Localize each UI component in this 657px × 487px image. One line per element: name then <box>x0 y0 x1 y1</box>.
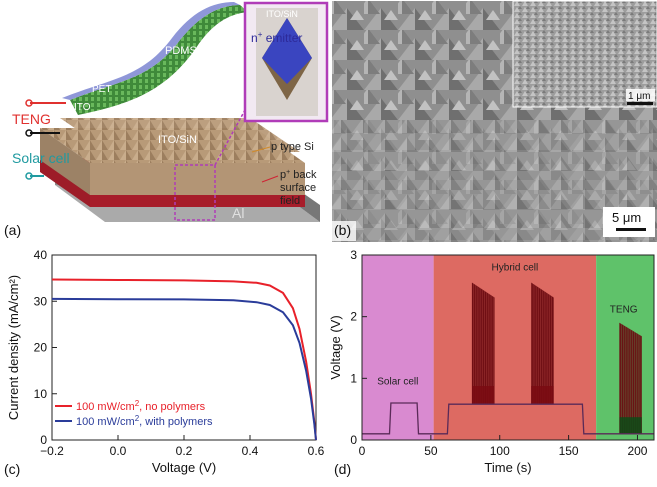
ito-sin-label: ITO/SiN <box>158 134 197 146</box>
chart-d-region-label: Solar cell <box>377 377 418 388</box>
teng-film: PDMS PET ITO <box>62 2 248 115</box>
chart-d-region-0 <box>362 255 434 440</box>
chart-d-xtick-label: 50 <box>424 444 438 458</box>
panel-d-label: (d) <box>334 461 352 477</box>
sem-micrograph: 1 μm 5 μm <box>332 0 657 242</box>
chart-c-legend-entry: 100 mW/cm2, with polymers <box>76 414 213 428</box>
chart-c-xtick-label: 0.0 <box>110 444 127 458</box>
solar-terminals: Solar cell <box>12 150 70 180</box>
chart-d-xtick-label: 200 <box>627 444 647 458</box>
chart-d-regions: Solar cell Hybrid cell TENG <box>362 255 654 440</box>
chart-c-xtick-label: 0.2 <box>176 444 193 458</box>
chart-c-xtick-label: −0.2 <box>40 444 64 458</box>
chart-d-frame <box>361 254 655 441</box>
chart-d-region-label: TENG <box>610 304 638 315</box>
pet-label: PET <box>92 84 111 95</box>
chart-c-ytick-label: 40 <box>34 248 48 262</box>
solar-cell-label: Solar cell <box>12 150 70 166</box>
main-scale-bar <box>616 228 646 231</box>
chart-d-xtick-label: 100 <box>490 444 510 458</box>
chart-d-region-1 <box>433 255 597 440</box>
chart-c-ytick-label: 10 <box>34 387 48 401</box>
chart-d-ytick-label: 2 <box>350 310 357 324</box>
chart-d-series <box>362 402 654 435</box>
panel-b-sem-image: 1 μm 5 μm (b) <box>330 0 657 243</box>
chart-c-ticks: −0.2 0.0 0.2 0.4 0.6 0 10 20 30 40 <box>34 248 325 458</box>
panel-d-voltage-chart: Solar cell Hybrid cell TENG 0 50 100 150 200 0 1… <box>328 243 657 482</box>
inset-scale-label: 1 μm <box>628 91 650 102</box>
panel-c-label: (c) <box>4 461 21 477</box>
inset-scale-bar <box>627 102 653 105</box>
chart-d-ticks: 0 50 100 150 200 0 1 2 3 <box>350 248 647 458</box>
voltage-time-chart: Solar cell Hybrid cell TENG 0 50 100 150 200 0 1… <box>328 248 655 475</box>
ito-label: ITO <box>74 102 91 113</box>
panel-b-label: (b) <box>334 222 352 238</box>
chart-c-ylabel: Current density (mA/cm²) <box>6 275 21 420</box>
chart-c-xlabel: Voltage (V) <box>152 460 216 475</box>
p-plus-back-label: p+ back <box>280 169 317 181</box>
zoom-region-marker <box>174 164 216 221</box>
field-label: field <box>280 195 300 207</box>
chart-d-region-2 <box>596 255 654 440</box>
chart-c-xtick-label: 0.6 <box>308 444 325 458</box>
iv-curve-chart: −0.2 0.0 0.2 0.4 0.6 0 10 20 30 40 100 mW/cm2, no… <box>6 248 325 475</box>
teng-label: TENG <box>12 111 51 127</box>
main-scale-label: 5 μm <box>612 210 641 225</box>
device-schematic-figure: Al ITO/SiN PDMS PET ITO <box>12 1 329 222</box>
chart-c-ytick-label: 0 <box>40 433 47 447</box>
chart-d-pulse-core <box>531 386 554 405</box>
chart-d-region-label: Hybrid cell <box>492 262 539 273</box>
chart-c-ytick-label: 20 <box>34 341 48 355</box>
chart-d-ylabel: Voltage (V) <box>330 315 343 379</box>
inset-ito-sin-label: ITO/SiN <box>266 9 298 19</box>
chart-d-bursts <box>471 282 642 434</box>
chart-c-xtick-label: 0.4 <box>242 444 259 458</box>
al-label: Al <box>232 205 244 221</box>
chart-d-pulse-core <box>619 417 642 434</box>
p-type-si-label: p type Si <box>271 141 314 153</box>
chart-c-ytick-label: 30 <box>34 294 48 308</box>
panel-c-iv-chart: −0.2 0.0 0.2 0.4 0.6 0 10 20 30 40 100 mW/cm2, no… <box>0 243 330 482</box>
chart-d-series-line-0 <box>362 402 654 435</box>
surface-label: surface <box>280 182 316 194</box>
chart-d-ytick-label: 1 <box>350 371 357 385</box>
si-wafer: ITO/SiN <box>40 118 305 195</box>
n-plus-emitter-label: n+ emitter <box>251 30 302 45</box>
chart-d-ytick-label: 0 <box>350 433 357 447</box>
panel-a-device-schematic: Al ITO/SiN PDMS PET ITO <box>0 0 330 243</box>
chart-c-series-line-1 <box>51 297 317 441</box>
chart-d-ytick-label: 3 <box>350 248 357 262</box>
chart-d-xlabel: Time (s) <box>484 460 531 475</box>
chart-c-series <box>51 278 317 441</box>
pdms-label: PDMS <box>165 45 197 57</box>
teng-terminals: TENG <box>12 99 66 137</box>
emitter-inset: ITO/SiN n+ emitter <box>243 1 329 123</box>
panel-a-label: (a) <box>4 222 22 238</box>
chart-c-legend-entry: 100 mW/cm2, no polymers <box>76 399 206 413</box>
chart-d-xtick-label: 0 <box>359 444 366 458</box>
chart-d-pulse-core <box>472 386 495 405</box>
chart-d-xtick-label: 150 <box>559 444 579 458</box>
